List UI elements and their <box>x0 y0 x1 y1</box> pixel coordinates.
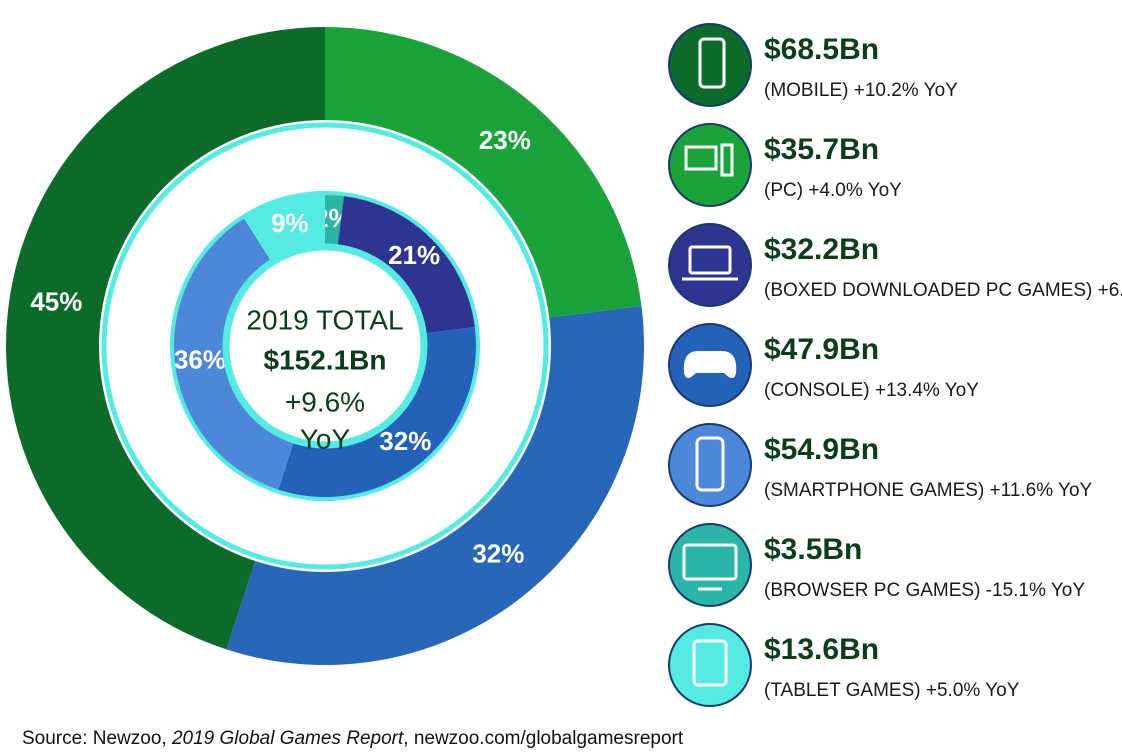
icon <box>684 145 718 171</box>
legend-detail: (SMARTPHONE GAMES) +11.6% YoY <box>764 480 1093 501</box>
center-text: YoY <box>300 423 351 454</box>
icon <box>720 143 734 177</box>
legend-item: $32.2Bn (BOXED DOWNLOADED PC GAMES) +6.6%… <box>668 223 1122 307</box>
legend-item: $47.9Bn (CONSOLE) +13.4% YoY <box>668 323 979 407</box>
legend-amount: $68.5Bn <box>764 33 879 66</box>
slice-label: 23% <box>479 125 531 155</box>
center-text: +9.6% <box>285 386 365 417</box>
icon <box>695 436 725 492</box>
slice <box>325 27 642 318</box>
legend-item: $13.6Bn (TABLET GAMES) +5.0% YoY <box>668 623 1020 707</box>
legend-amount: $35.7Bn <box>764 133 879 166</box>
center <box>222 243 428 449</box>
slice-label: 45% <box>30 286 82 316</box>
legend-icon-bg <box>668 123 752 207</box>
legend-detail: (MOBILE) +10.2% YoY <box>764 80 958 101</box>
slice-label: 32% <box>379 426 431 456</box>
slice <box>243 193 325 262</box>
legend-item: $3.5Bn (BROWSER PC GAMES) -15.1% YoY <box>668 523 1085 607</box>
slice <box>171 216 295 492</box>
source-text: Source: Newzoo, <box>22 728 172 749</box>
icon <box>698 37 726 89</box>
center-text: $152.1Bn <box>264 344 387 375</box>
legend-item: $35.7Bn (PC) +4.0% YoY <box>668 123 902 207</box>
legend-icon-bg <box>668 523 752 607</box>
legend-item: $68.5Bn (MOBILE) +10.2% YoY <box>668 23 958 107</box>
slice <box>6 27 325 650</box>
center-text: 2019 TOTAL <box>246 304 403 335</box>
slice <box>337 194 477 334</box>
slice-label: 32% <box>472 538 524 568</box>
legend-item: $54.9Bn (SMARTPHONE GAMES) +11.6% YoY <box>668 423 1093 507</box>
source-title: 2019 Global Games Report <box>171 728 404 749</box>
legend: $68.5Bn (MOBILE) +10.2% YoY $35.7Bn (PC) +4… <box>668 23 1122 707</box>
source-url: , newzoo.com/globalgamesreport <box>403 728 684 749</box>
legend-detail: (BROWSER PC GAMES) -15.1% YoY <box>764 580 1085 601</box>
source: Source: Newzoo, 2019 Global Games Report… <box>22 728 684 749</box>
legend-detail: (CONSOLE) +13.4% YoY <box>764 380 979 401</box>
legend-amount: $32.2Bn <box>764 233 879 266</box>
legend-amount: $13.6Bn <box>764 633 879 666</box>
icon <box>682 543 738 581</box>
icon <box>683 351 737 378</box>
icon <box>688 245 732 275</box>
legend-detail: (BOXED DOWNLOADED PC GAMES) +6.6% YoY <box>764 280 1122 301</box>
legend-icon-bg <box>668 423 752 507</box>
legend-icon-bg <box>668 223 752 307</box>
legend-detail: (PC) +4.0% YoY <box>764 180 902 201</box>
slice <box>325 193 345 247</box>
legend-detail: (TABLET GAMES) +5.0% YoY <box>764 680 1020 701</box>
legend-amount: $47.9Bn <box>764 333 879 366</box>
legend-amount: $3.5Bn <box>764 533 862 566</box>
inner-border <box>170 191 480 501</box>
slice-label: 21% <box>388 240 440 270</box>
legend-amount: $54.9Bn <box>764 433 879 466</box>
donut: 23%32%45%2%21%32%36%9%2019 TOTAL$152.1Bn… <box>6 27 645 665</box>
slice <box>226 306 645 665</box>
icon <box>692 639 728 687</box>
legend-icon-bg <box>668 623 752 707</box>
slice <box>277 326 478 500</box>
slice-label: 36% <box>174 345 226 375</box>
slice-label: 9% <box>271 208 309 238</box>
legend-icon-bg <box>668 23 752 107</box>
